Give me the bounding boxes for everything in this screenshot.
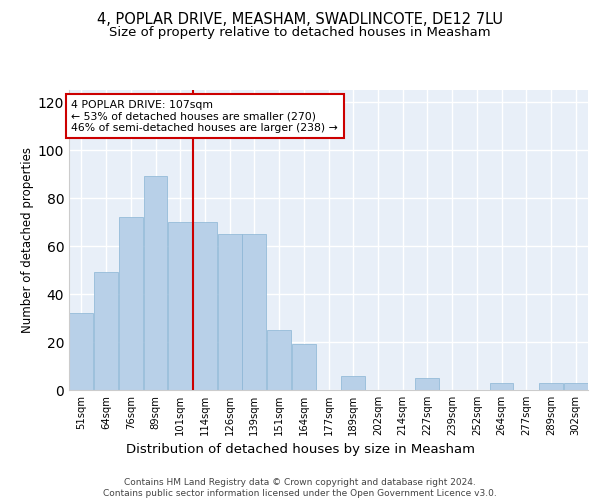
Bar [563, 383, 587, 390]
Bar [341, 376, 365, 390]
Text: 4, POPLAR DRIVE, MEASHAM, SWADLINCOTE, DE12 7LU: 4, POPLAR DRIVE, MEASHAM, SWADLINCOTE, D… [97, 12, 503, 28]
Bar [242, 234, 266, 390]
Bar [70, 313, 94, 390]
Bar [490, 383, 514, 390]
Bar [94, 272, 118, 390]
Y-axis label: Number of detached properties: Number of detached properties [20, 147, 34, 333]
Text: Contains HM Land Registry data © Crown copyright and database right 2024.
Contai: Contains HM Land Registry data © Crown c… [103, 478, 497, 498]
Bar [292, 344, 316, 390]
Bar [267, 330, 291, 390]
Bar [193, 222, 217, 390]
Bar [168, 222, 192, 390]
Bar [119, 217, 143, 390]
Text: Distribution of detached houses by size in Measham: Distribution of detached houses by size … [125, 442, 475, 456]
Bar [143, 176, 167, 390]
Bar [415, 378, 439, 390]
Bar [539, 383, 563, 390]
Bar [218, 234, 242, 390]
Text: Size of property relative to detached houses in Measham: Size of property relative to detached ho… [109, 26, 491, 39]
Text: 4 POPLAR DRIVE: 107sqm
← 53% of detached houses are smaller (270)
46% of semi-de: 4 POPLAR DRIVE: 107sqm ← 53% of detached… [71, 100, 338, 133]
